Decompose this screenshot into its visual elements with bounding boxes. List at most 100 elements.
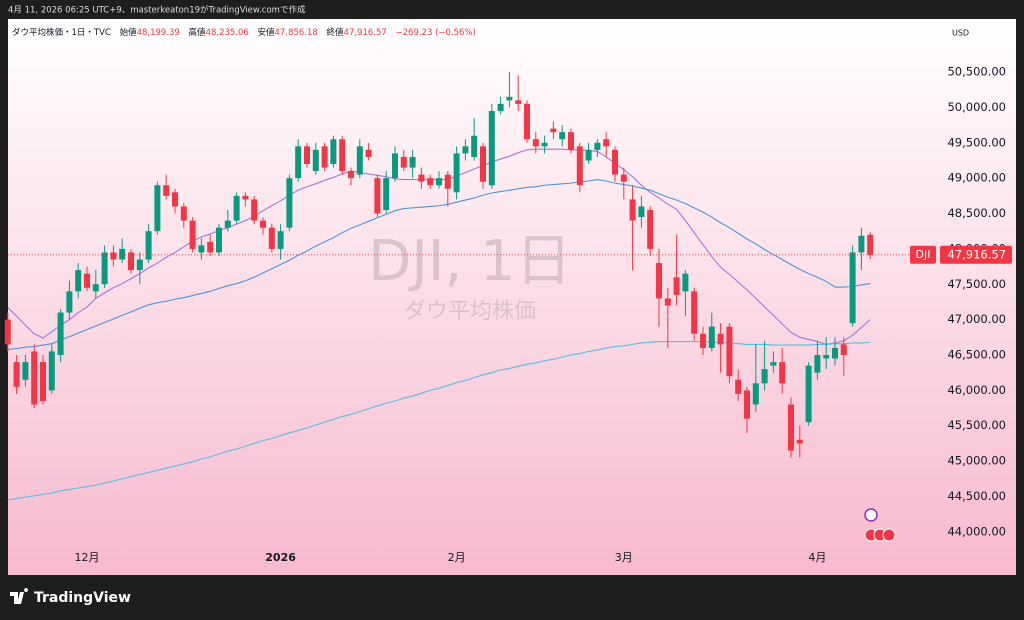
candle-body [717, 333, 724, 345]
candle-body [31, 351, 38, 405]
symbol: ダウ平均株価・1日・TVC [12, 27, 111, 38]
low-label: 安値 [258, 27, 276, 38]
candle-body [867, 234, 874, 255]
candle-body [849, 252, 856, 324]
high-label: 高値 [189, 27, 207, 38]
candle-body [638, 206, 645, 218]
price-tag-label: 47,916.57 [947, 247, 1006, 261]
candle-body [339, 139, 346, 172]
open-label: 始値 [120, 27, 138, 38]
candle-body [453, 153, 460, 193]
candle-body [761, 369, 768, 384]
candle-body [101, 252, 108, 285]
candle-body [471, 135, 478, 157]
candle-body [198, 245, 205, 253]
candle-body [216, 227, 222, 253]
open: 48,199.39 [137, 28, 180, 38]
candle-body [312, 149, 319, 172]
candle-body [832, 347, 838, 359]
candle-body [480, 146, 486, 182]
candle-body [154, 185, 161, 232]
header: ダウ平均株価・1日・TVC 始値48,199.39 高値48,235.06 安値… [12, 27, 476, 38]
close: 47,916.57 [344, 28, 387, 38]
candle-body [365, 149, 372, 157]
y-tick-label: 45,000.00 [947, 454, 1006, 468]
candle-body [145, 231, 152, 260]
y-tick-label: 47,500.00 [947, 277, 1006, 291]
candle-body [559, 132, 566, 140]
candle-body [770, 362, 777, 366]
watermark: DJI, 1日 [368, 229, 571, 294]
candle-body [40, 362, 46, 401]
candle-body [858, 235, 865, 253]
candle-body [128, 252, 134, 271]
candle-body [603, 139, 610, 147]
candle-body [4, 319, 11, 345]
low: 47,856.18 [275, 28, 318, 38]
candle-body [136, 259, 143, 271]
candle-body [506, 96, 513, 101]
moving-average [7, 179, 871, 350]
candle-body [400, 156, 407, 168]
candle-body [277, 231, 284, 249]
candle-body [348, 171, 354, 179]
y-tick-label: 44,000.00 [947, 524, 1006, 538]
plot [4, 72, 938, 501]
candle-body [321, 146, 328, 168]
candle-body [805, 365, 812, 423]
high: 48,235.06 [206, 28, 249, 38]
candle-body [752, 383, 759, 405]
candle-body [286, 178, 293, 228]
candle-body [330, 139, 337, 165]
candle-body [110, 252, 117, 260]
candle-body [700, 333, 706, 348]
candle-body [75, 270, 82, 292]
candle-body [497, 103, 504, 111]
x-tick-label: 3月 [615, 551, 633, 564]
candle-body [268, 227, 275, 249]
candle-body [664, 298, 671, 306]
candle-body [620, 174, 627, 182]
candle-body [462, 146, 469, 154]
candle-body [823, 355, 830, 359]
candle-body [13, 362, 20, 387]
candle-body [796, 439, 803, 444]
candle-body [444, 174, 451, 189]
candle-body [568, 132, 574, 150]
candle-body [682, 273, 689, 292]
candle-body [260, 220, 266, 228]
candle-body [576, 146, 583, 186]
brand-logo [10, 588, 29, 604]
x-tick-label: 4月 [808, 551, 826, 564]
candle-body [427, 178, 434, 186]
y-tick-label: 44,500.00 [947, 489, 1006, 503]
candle-body [594, 142, 601, 150]
y-tick-label: 47,000.00 [947, 312, 1006, 326]
y-tick-label: 49,500.00 [947, 135, 1006, 149]
y-tick-label: 48,500.00 [947, 206, 1006, 220]
candle-body [691, 291, 698, 334]
candle-body [57, 312, 64, 356]
candle-body [647, 209, 654, 249]
candle-body [224, 220, 231, 228]
candle-body [840, 344, 847, 356]
candle-body [744, 390, 750, 419]
candle-body [656, 263, 662, 299]
y-tick-label: 46,000.00 [947, 383, 1006, 397]
candle-body [708, 326, 715, 348]
x-tick-label: 2026 [265, 551, 296, 564]
currency: USD [952, 29, 969, 38]
candle-body [515, 100, 522, 104]
symbol-tag-label: DJI [916, 248, 931, 261]
candle-body [612, 149, 618, 175]
candle-body [356, 146, 363, 175]
candle-body [436, 178, 442, 186]
change: −269.23 (−0.56%) [396, 28, 476, 38]
candle-body [295, 146, 302, 179]
candle-body [814, 355, 821, 373]
candle-body [92, 284, 99, 292]
credit: 4月 11, 2026 06:25 UTC+9、masterkeaton19がT… [8, 5, 306, 16]
candle-body [242, 195, 249, 200]
